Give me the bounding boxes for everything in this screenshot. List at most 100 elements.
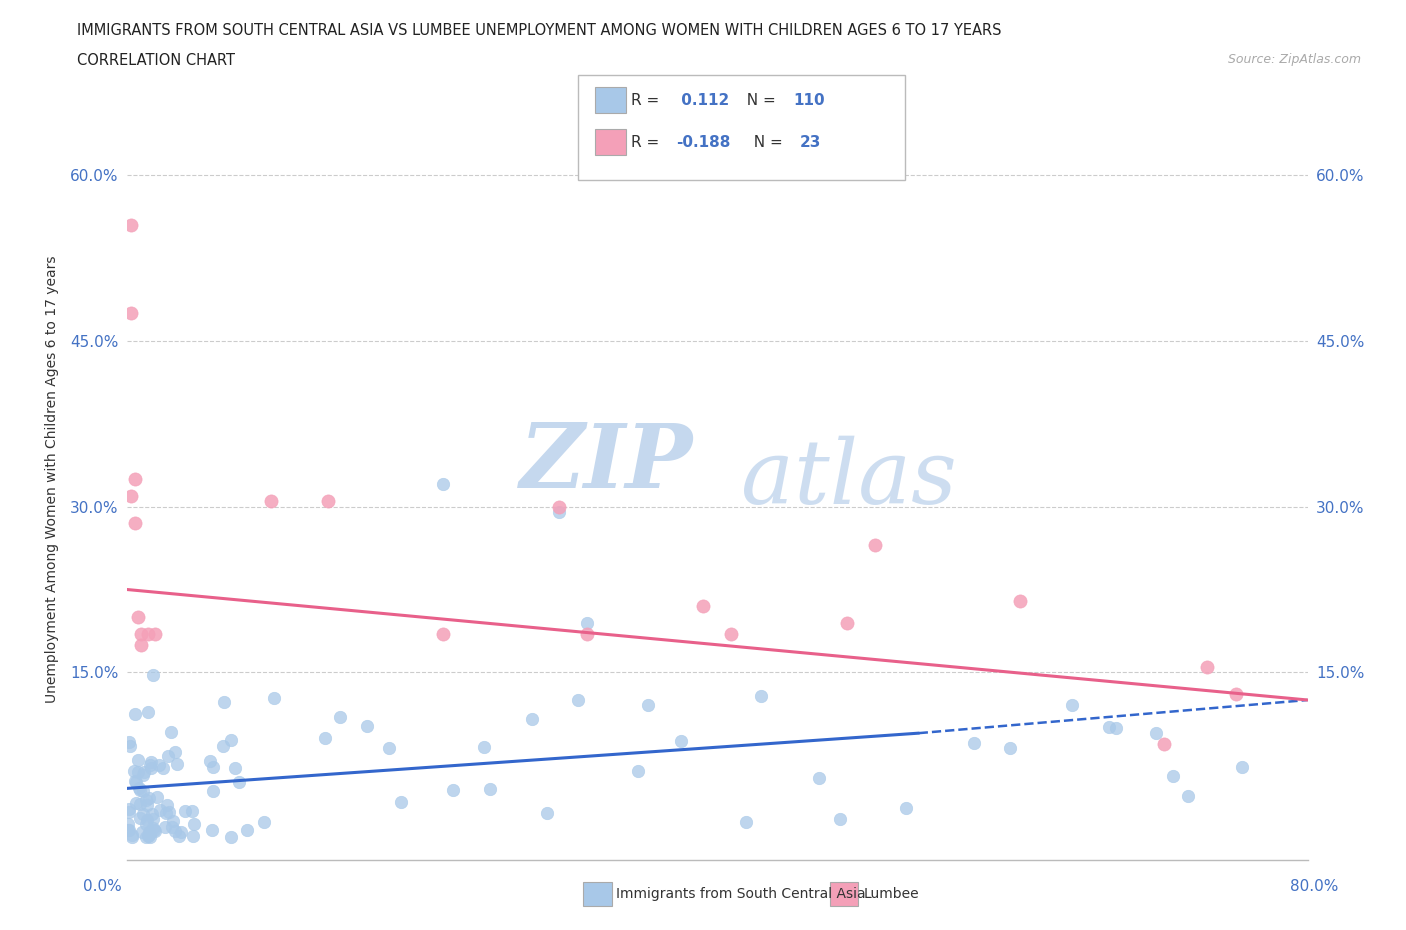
Point <box>124 707 146 722</box>
Text: CORRELATION CHART: CORRELATION CHART <box>77 53 235 68</box>
Point <box>127 764 149 779</box>
Point <box>212 738 235 753</box>
Point <box>329 710 352 724</box>
Point <box>118 802 141 817</box>
Point <box>118 804 141 819</box>
Point <box>156 798 179 813</box>
Point <box>141 807 163 822</box>
Point <box>118 734 141 749</box>
Point <box>124 472 146 486</box>
Point <box>153 819 176 834</box>
Point <box>735 815 758 830</box>
Point <box>1105 721 1128 736</box>
Point <box>259 494 281 509</box>
Point <box>1177 789 1199 804</box>
Text: atlas: atlas <box>741 435 956 523</box>
Point <box>637 698 659 712</box>
Point <box>547 499 569 514</box>
Point <box>378 741 401 756</box>
Point <box>219 830 242 844</box>
Point <box>122 764 145 778</box>
Point <box>143 823 166 838</box>
Text: R =: R = <box>631 135 665 150</box>
Point <box>1008 593 1031 608</box>
Point <box>136 705 159 720</box>
Point <box>567 693 589 708</box>
Point <box>125 775 148 790</box>
Text: 110: 110 <box>793 93 824 108</box>
Point <box>212 694 235 709</box>
Point <box>894 800 917 815</box>
Point <box>202 760 225 775</box>
Point <box>136 626 159 641</box>
Point <box>132 767 155 782</box>
Point <box>143 626 166 641</box>
Point <box>356 719 378 734</box>
Point <box>135 793 157 808</box>
Text: ZIP: ZIP <box>520 420 693 507</box>
Point <box>627 764 650 778</box>
Point <box>139 830 162 844</box>
Point <box>669 734 692 749</box>
Point <box>166 757 188 772</box>
Point <box>263 691 285 706</box>
Text: R =: R = <box>631 93 665 108</box>
Point <box>135 817 157 831</box>
Text: IMMIGRANTS FROM SOUTH CENTRAL ASIA VS LUMBEE UNEMPLOYMENT AMONG WOMEN WITH CHILD: IMMIGRANTS FROM SOUTH CENTRAL ASIA VS LU… <box>77 23 1002 38</box>
Point <box>170 824 193 839</box>
Point <box>181 804 204 818</box>
Point <box>132 783 155 798</box>
Point <box>479 781 502 796</box>
Point <box>198 753 221 768</box>
Point <box>138 824 160 839</box>
Point <box>432 626 454 641</box>
Point <box>138 758 160 773</box>
Point <box>121 830 143 844</box>
Point <box>316 494 339 509</box>
Y-axis label: Unemployment Among Women with Children Ages 6 to 17 years: Unemployment Among Women with Children A… <box>45 255 59 703</box>
Point <box>129 796 152 811</box>
Point <box>124 773 146 788</box>
Point <box>121 828 143 843</box>
Point <box>117 822 139 837</box>
Point <box>128 811 150 826</box>
Point <box>143 824 166 839</box>
Point <box>138 828 160 843</box>
Point <box>132 806 155 821</box>
Point <box>139 754 162 769</box>
Point <box>148 758 170 773</box>
Point <box>720 626 742 641</box>
Point <box>224 760 246 775</box>
Point <box>136 829 159 844</box>
Text: Lumbee: Lumbee <box>863 886 920 901</box>
Point <box>131 825 153 840</box>
Point <box>692 599 714 614</box>
Point <box>181 829 204 844</box>
Point <box>165 745 187 760</box>
Text: 23: 23 <box>800 135 821 150</box>
Point <box>389 795 412 810</box>
Point <box>1060 698 1083 712</box>
Point <box>432 477 454 492</box>
Point <box>1195 659 1218 674</box>
Point <box>201 822 224 837</box>
Point <box>1098 720 1121 735</box>
Point <box>1153 737 1175 751</box>
Point <box>138 790 160 805</box>
Point <box>120 218 142 232</box>
Point <box>536 805 558 820</box>
Text: 80.0%: 80.0% <box>1291 879 1339 894</box>
Text: 0.0%: 0.0% <box>83 879 122 894</box>
Point <box>1225 687 1247 702</box>
Point <box>174 804 197 818</box>
Point <box>219 733 242 748</box>
Point <box>547 505 569 520</box>
Point <box>236 823 259 838</box>
Point <box>828 812 851 827</box>
Point <box>135 797 157 812</box>
Point <box>162 819 184 834</box>
Point <box>165 824 187 839</box>
Point <box>159 805 181 820</box>
Text: -0.188: -0.188 <box>676 135 731 150</box>
Point <box>576 615 599 630</box>
